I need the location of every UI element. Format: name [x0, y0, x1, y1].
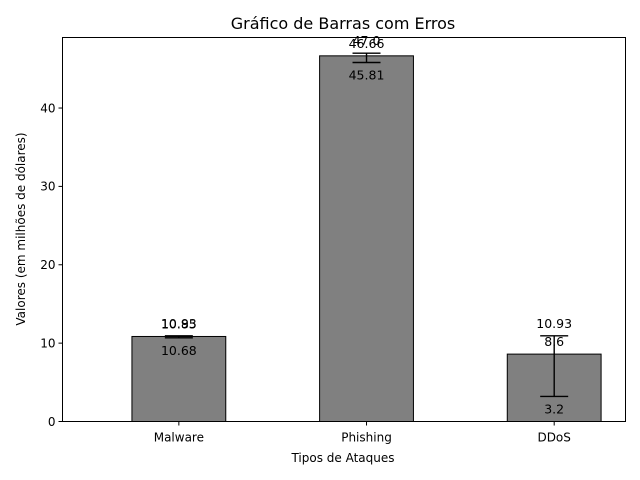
value-label: 8.6 — [544, 334, 564, 349]
error-high-label: 10.93 — [536, 316, 572, 331]
error-low-label: 10.68 — [161, 343, 197, 358]
error-low-label: 3.2 — [544, 401, 564, 416]
y-axis-label: Valores (em milhões de dólares) — [14, 132, 28, 325]
y-tick-label: 10 — [40, 336, 55, 350]
y-tick-label: 20 — [40, 258, 55, 272]
y-tick-label: 0 — [48, 415, 56, 429]
bar-phishing — [319, 55, 414, 423]
chart-title: Gráfico de Barras com Erros — [231, 14, 456, 33]
axes-frame — [62, 37, 626, 422]
error-high-label: 10.93 — [161, 316, 197, 331]
x-tick-label: Malware — [154, 431, 204, 445]
value-label: 46.66 — [349, 36, 385, 51]
y-tick-label: 40 — [40, 101, 55, 115]
y-tick-label: 30 — [40, 180, 55, 194]
error-low-label: 45.81 — [349, 67, 385, 82]
x-axis-label: Tipos de Ataques — [290, 451, 394, 465]
x-tick-label: Phishing — [341, 431, 392, 445]
bar-malware — [131, 335, 227, 423]
x-tick-label: DDoS — [537, 431, 570, 445]
error-high-label: 47.0 — [353, 33, 381, 48]
value-label: 10.85 — [161, 316, 197, 331]
plot-area: 01020304010.9310.8510.68Malware47.046.66… — [40, 33, 602, 445]
